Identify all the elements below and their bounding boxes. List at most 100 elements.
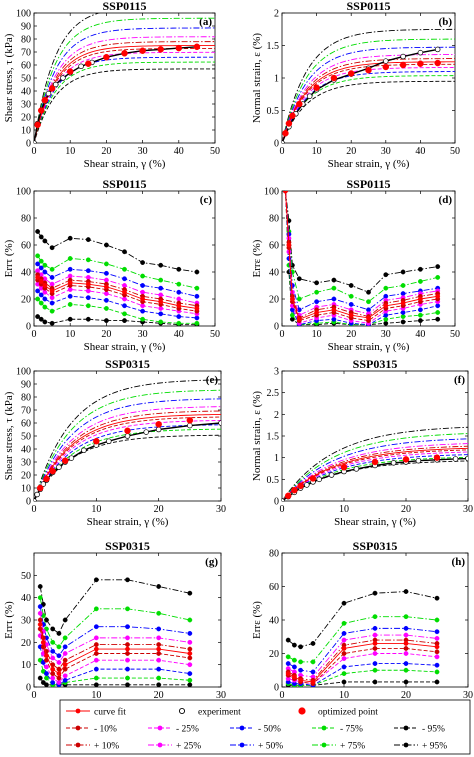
y-tick-label: 0.5	[267, 106, 280, 117]
series-point	[38, 316, 44, 322]
series-point	[140, 273, 146, 279]
x-tick-label: 0	[280, 146, 285, 157]
series-line	[285, 191, 438, 303]
series-point	[38, 258, 44, 264]
series-point	[383, 285, 389, 291]
series-point	[104, 297, 109, 303]
series-point	[122, 249, 127, 255]
legend-label: + 50%	[258, 742, 283, 752]
legend-marker	[157, 725, 163, 731]
series-point	[383, 312, 389, 318]
series-point	[176, 303, 182, 309]
experiment-point	[124, 433, 131, 439]
y-tick-label: 50	[21, 74, 31, 85]
series-point	[187, 646, 193, 652]
series-point	[372, 632, 378, 638]
series-line	[37, 298, 197, 324]
series-point	[310, 669, 316, 675]
y-tick-label: 40	[21, 87, 31, 98]
series-point	[434, 617, 440, 623]
experiment-point	[316, 476, 322, 483]
series-point	[310, 659, 316, 665]
y-tick-label: 40	[269, 616, 279, 627]
series-point	[93, 651, 99, 656]
optimized-point	[34, 121, 41, 129]
y-tick-label: 90	[21, 22, 31, 33]
series-line	[34, 27, 215, 143]
series-point	[434, 636, 440, 641]
legend-item: - 50%	[230, 725, 281, 735]
series-point	[331, 307, 337, 313]
series-point	[434, 649, 440, 655]
legend-label: + 95%	[422, 742, 447, 752]
series-point	[35, 229, 41, 234]
series-point	[38, 292, 44, 298]
chart-title: SSP0315	[353, 539, 398, 553]
series-point	[372, 661, 378, 666]
series-point	[285, 637, 291, 643]
y-axis-label: Errτ (%)	[3, 239, 15, 277]
x-tick-label: 0	[32, 146, 37, 157]
series-point	[49, 300, 55, 306]
x-tick-label: 50	[210, 146, 220, 157]
series-point	[140, 308, 146, 314]
series-point	[187, 662, 193, 668]
optimized-point	[313, 84, 320, 91]
optimized-point	[49, 467, 56, 475]
y-tick-label: 10	[21, 660, 31, 671]
chart-title: SSP0315	[105, 539, 150, 553]
y-tick-label: 0	[274, 497, 279, 508]
series-point	[372, 625, 378, 631]
series-point	[158, 311, 164, 317]
series-point	[383, 316, 389, 322]
series-line	[288, 653, 438, 685]
series-point	[85, 281, 91, 287]
series-point	[298, 644, 303, 650]
x-tick-label: 30	[381, 329, 391, 340]
series-point	[122, 296, 127, 302]
series-point	[125, 646, 130, 652]
series-point	[348, 283, 354, 288]
series-point	[348, 312, 354, 318]
series-point	[435, 264, 441, 269]
series-line	[34, 47, 215, 143]
series-point	[187, 651, 193, 656]
series-point	[35, 288, 41, 294]
series-point	[383, 320, 389, 326]
x-tick-label: 20	[346, 329, 356, 340]
series-point	[38, 234, 44, 240]
series-point	[104, 277, 109, 283]
series-point	[85, 288, 91, 294]
legend-label: - 50%	[258, 725, 281, 735]
optimized-point	[139, 47, 146, 54]
series-point	[44, 671, 49, 676]
series-point	[403, 625, 409, 631]
legend-marker	[75, 742, 81, 748]
series-point	[372, 590, 378, 596]
series-point	[400, 283, 406, 288]
legend-item: + 95%	[394, 742, 447, 752]
series-line	[37, 279, 197, 312]
y-tick-label: 30	[21, 616, 31, 627]
series-point	[156, 610, 162, 616]
x-tick-label: 0	[32, 690, 37, 701]
experiment-line	[282, 48, 438, 143]
y-tick-label: 0.5	[267, 475, 280, 486]
series-point	[49, 288, 55, 294]
series-point	[314, 299, 319, 305]
series-point	[403, 651, 409, 656]
experiment-point	[400, 53, 406, 60]
series-point	[67, 273, 73, 279]
series-line	[282, 438, 468, 501]
series-point	[156, 651, 162, 656]
series-point	[35, 268, 41, 274]
series-point	[156, 666, 162, 672]
series-point	[434, 595, 440, 601]
series-point	[372, 667, 378, 673]
series-point	[93, 624, 99, 630]
series-point	[187, 590, 193, 596]
y-tick-label: 2.5	[267, 388, 280, 399]
series-point	[291, 674, 297, 680]
series-point	[417, 307, 423, 313]
series-point	[435, 303, 441, 309]
